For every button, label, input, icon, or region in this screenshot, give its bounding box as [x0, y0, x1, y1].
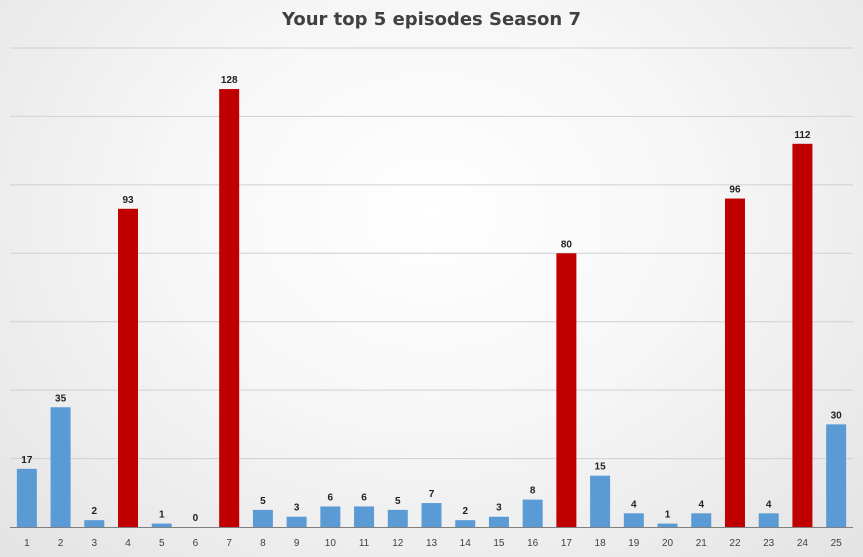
data-label-21: 4 [698, 499, 704, 510]
x-tick-25: 25 [831, 538, 843, 549]
bar-8 [252, 509, 273, 527]
data-label-5: 1 [159, 510, 165, 521]
bar-21 [691, 513, 712, 527]
data-label-17: 80 [561, 239, 573, 250]
data-labels: 17 35 2 93 1 0 128 5 3 6 6 5 7 2 3 8 80 15 4 1 4 96 4 112 30 [21, 75, 842, 524]
bar-13 [421, 503, 442, 527]
bars [16, 89, 847, 528]
data-label-20: 1 [665, 510, 671, 521]
x-tick-17: 17 [561, 538, 573, 549]
data-label-19: 4 [631, 499, 637, 510]
data-label-6: 0 [193, 513, 199, 524]
x-tick-22: 22 [729, 538, 741, 549]
bar-14 [455, 520, 476, 527]
x-tick-24: 24 [797, 538, 809, 549]
data-label-1: 17 [21, 455, 33, 466]
bar-11 [354, 506, 375, 527]
x-tick-13: 13 [426, 538, 438, 549]
data-label-16: 8 [530, 486, 536, 497]
x-tick-11: 11 [359, 538, 370, 549]
data-label-7: 128 [221, 75, 238, 86]
data-label-24: 112 [794, 130, 811, 141]
x-tick-18: 18 [595, 538, 607, 549]
bar-17 [556, 253, 577, 528]
data-label-10: 6 [328, 492, 334, 503]
x-tick-14: 14 [460, 538, 472, 549]
data-label-11: 6 [361, 492, 367, 503]
bar-24 [792, 143, 813, 528]
bar-15 [488, 516, 509, 527]
x-tick-3: 3 [92, 538, 98, 549]
data-label-4: 93 [122, 195, 134, 206]
bar-7 [219, 89, 240, 528]
x-tick-10: 10 [325, 538, 337, 549]
bar-2 [50, 407, 71, 527]
x-tick-6: 6 [193, 538, 199, 549]
chart-title: Your top 5 episodes Season 7 [281, 9, 582, 30]
x-tick-23: 23 [763, 538, 775, 549]
bar-10 [320, 506, 341, 527]
bar-23 [758, 513, 779, 527]
x-tick-20: 20 [662, 538, 674, 549]
bar-25 [826, 424, 847, 527]
gridlines [10, 47, 853, 460]
data-label-14: 2 [462, 506, 468, 517]
data-label-13: 7 [429, 489, 435, 500]
bar-1 [16, 468, 37, 527]
data-label-23: 4 [766, 499, 772, 510]
x-tick-1: 1 [24, 538, 30, 549]
bar-12 [387, 509, 408, 527]
x-tick-7: 7 [226, 538, 232, 549]
x-tick-2: 2 [58, 538, 64, 549]
x-tick-16: 16 [527, 538, 539, 549]
data-label-15: 3 [496, 503, 502, 514]
x-tick-5: 5 [159, 538, 165, 549]
data-label-8: 5 [260, 496, 266, 507]
x-tick-9: 9 [294, 538, 300, 549]
data-label-9: 3 [294, 503, 300, 514]
bar-22 [724, 198, 745, 528]
bar-20 [657, 523, 678, 527]
bar-5 [151, 523, 172, 527]
bar-3 [84, 520, 105, 527]
x-tick-8: 8 [260, 538, 266, 549]
data-label-18: 15 [595, 462, 607, 473]
x-tick-15: 15 [493, 538, 505, 549]
bar-18 [590, 475, 611, 527]
bar-9 [286, 516, 307, 527]
x-tick-labels: 1 2 3 4 5 6 7 8 9 10 11 12 13 14 15 16 17 18 19 20 21 22 23 24 2… [24, 538, 842, 549]
data-label-3: 2 [92, 506, 98, 517]
data-label-25: 30 [831, 410, 843, 421]
x-tick-12: 12 [392, 538, 404, 549]
x-tick-21: 21 [696, 538, 708, 549]
data-label-2: 35 [55, 393, 67, 404]
bar-4 [118, 208, 139, 528]
x-tick-4: 4 [125, 538, 131, 549]
bar-16 [522, 499, 543, 527]
data-label-22: 96 [729, 185, 741, 196]
bar-19 [623, 513, 644, 527]
data-label-12: 5 [395, 496, 401, 507]
x-tick-19: 19 [628, 538, 640, 549]
